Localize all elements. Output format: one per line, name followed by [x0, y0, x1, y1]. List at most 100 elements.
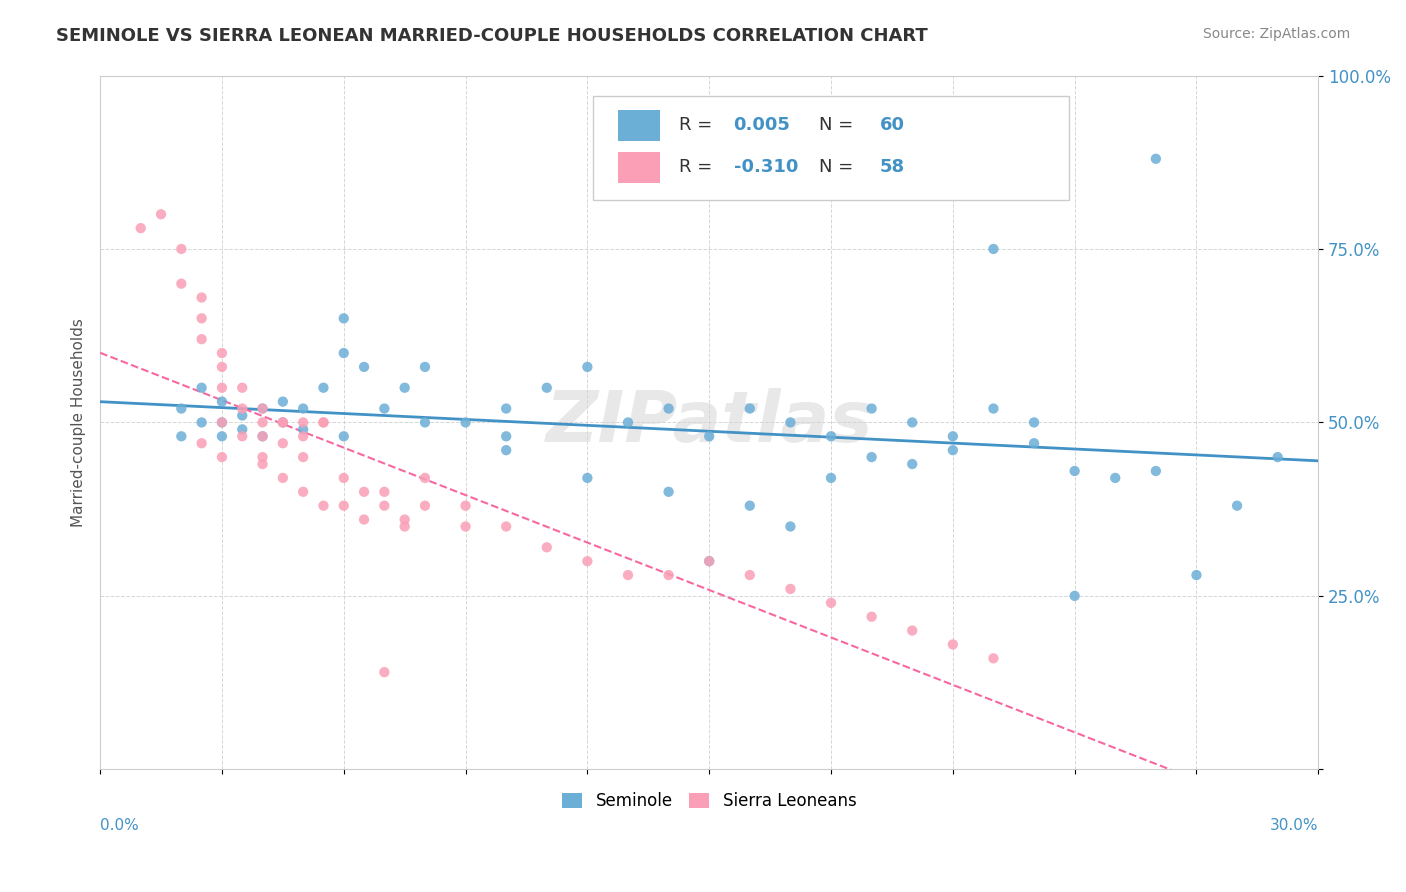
Text: ZIPatlas: ZIPatlas	[546, 388, 873, 457]
Point	[394, 512, 416, 526]
Point	[292, 416, 315, 430]
Point	[292, 422, 315, 436]
Point	[353, 359, 375, 374]
Point	[211, 450, 233, 464]
Text: N =: N =	[818, 117, 859, 135]
Point	[901, 416, 924, 430]
Point	[1063, 464, 1085, 478]
Point	[738, 568, 761, 582]
Point	[413, 471, 436, 485]
Point	[353, 484, 375, 499]
Point	[150, 207, 173, 221]
Point	[252, 457, 274, 471]
Point	[860, 450, 883, 464]
Point	[820, 596, 842, 610]
Point	[860, 609, 883, 624]
FancyBboxPatch shape	[617, 152, 661, 183]
Point	[820, 429, 842, 443]
Point	[779, 416, 801, 430]
Y-axis label: Married-couple Households: Married-couple Households	[72, 318, 86, 527]
Point	[373, 484, 395, 499]
Point	[211, 429, 233, 443]
Point	[576, 471, 599, 485]
Point	[901, 624, 924, 638]
Text: R =: R =	[679, 158, 717, 176]
Point	[292, 450, 315, 464]
Point	[697, 554, 720, 568]
Point	[536, 381, 558, 395]
Point	[1144, 464, 1167, 478]
Point	[312, 381, 335, 395]
Point	[332, 499, 354, 513]
Point	[170, 242, 193, 256]
Point	[170, 429, 193, 443]
Point	[942, 637, 965, 651]
Point	[1144, 152, 1167, 166]
FancyBboxPatch shape	[617, 111, 661, 142]
Point	[292, 401, 315, 416]
Point	[231, 381, 253, 395]
Text: 60: 60	[880, 117, 904, 135]
Point	[373, 499, 395, 513]
Point	[495, 401, 517, 416]
Point	[252, 429, 274, 443]
Point	[617, 416, 640, 430]
Text: 0.0%: 0.0%	[100, 818, 139, 833]
Point	[271, 416, 294, 430]
Point	[271, 471, 294, 485]
Point	[901, 457, 924, 471]
Point	[211, 416, 233, 430]
Point	[1104, 471, 1126, 485]
Point	[190, 332, 212, 346]
Point	[312, 499, 335, 513]
Point	[658, 484, 681, 499]
Point	[576, 359, 599, 374]
Point	[942, 429, 965, 443]
Point	[190, 416, 212, 430]
Point	[211, 394, 233, 409]
Point	[170, 277, 193, 291]
Point	[373, 665, 395, 680]
FancyBboxPatch shape	[593, 96, 1069, 201]
Point	[983, 242, 1005, 256]
Point	[738, 499, 761, 513]
Point	[860, 401, 883, 416]
Text: 30.0%: 30.0%	[1270, 818, 1319, 833]
Point	[190, 381, 212, 395]
Point	[373, 401, 395, 416]
Text: 0.005: 0.005	[734, 117, 790, 135]
Point	[231, 429, 253, 443]
Point	[1226, 499, 1249, 513]
Point	[252, 401, 274, 416]
Point	[779, 519, 801, 533]
Point	[211, 359, 233, 374]
Point	[312, 416, 335, 430]
Point	[312, 416, 335, 430]
Point	[454, 499, 477, 513]
Point	[394, 381, 416, 395]
Point	[942, 443, 965, 458]
Point	[170, 401, 193, 416]
Point	[129, 221, 152, 235]
Point	[820, 471, 842, 485]
Point	[231, 422, 253, 436]
Point	[495, 429, 517, 443]
Point	[332, 311, 354, 326]
Point	[454, 519, 477, 533]
Point	[536, 541, 558, 555]
Point	[658, 401, 681, 416]
Point	[211, 346, 233, 360]
Text: -0.310: -0.310	[734, 158, 799, 176]
Point	[271, 394, 294, 409]
Point	[413, 416, 436, 430]
Point	[738, 401, 761, 416]
Point	[697, 429, 720, 443]
Point	[1185, 568, 1208, 582]
Point	[983, 401, 1005, 416]
Point	[292, 484, 315, 499]
Legend: Seminole, Sierra Leoneans: Seminole, Sierra Leoneans	[555, 785, 863, 816]
Point	[211, 416, 233, 430]
Point	[394, 519, 416, 533]
Point	[1267, 450, 1289, 464]
Point	[190, 436, 212, 450]
